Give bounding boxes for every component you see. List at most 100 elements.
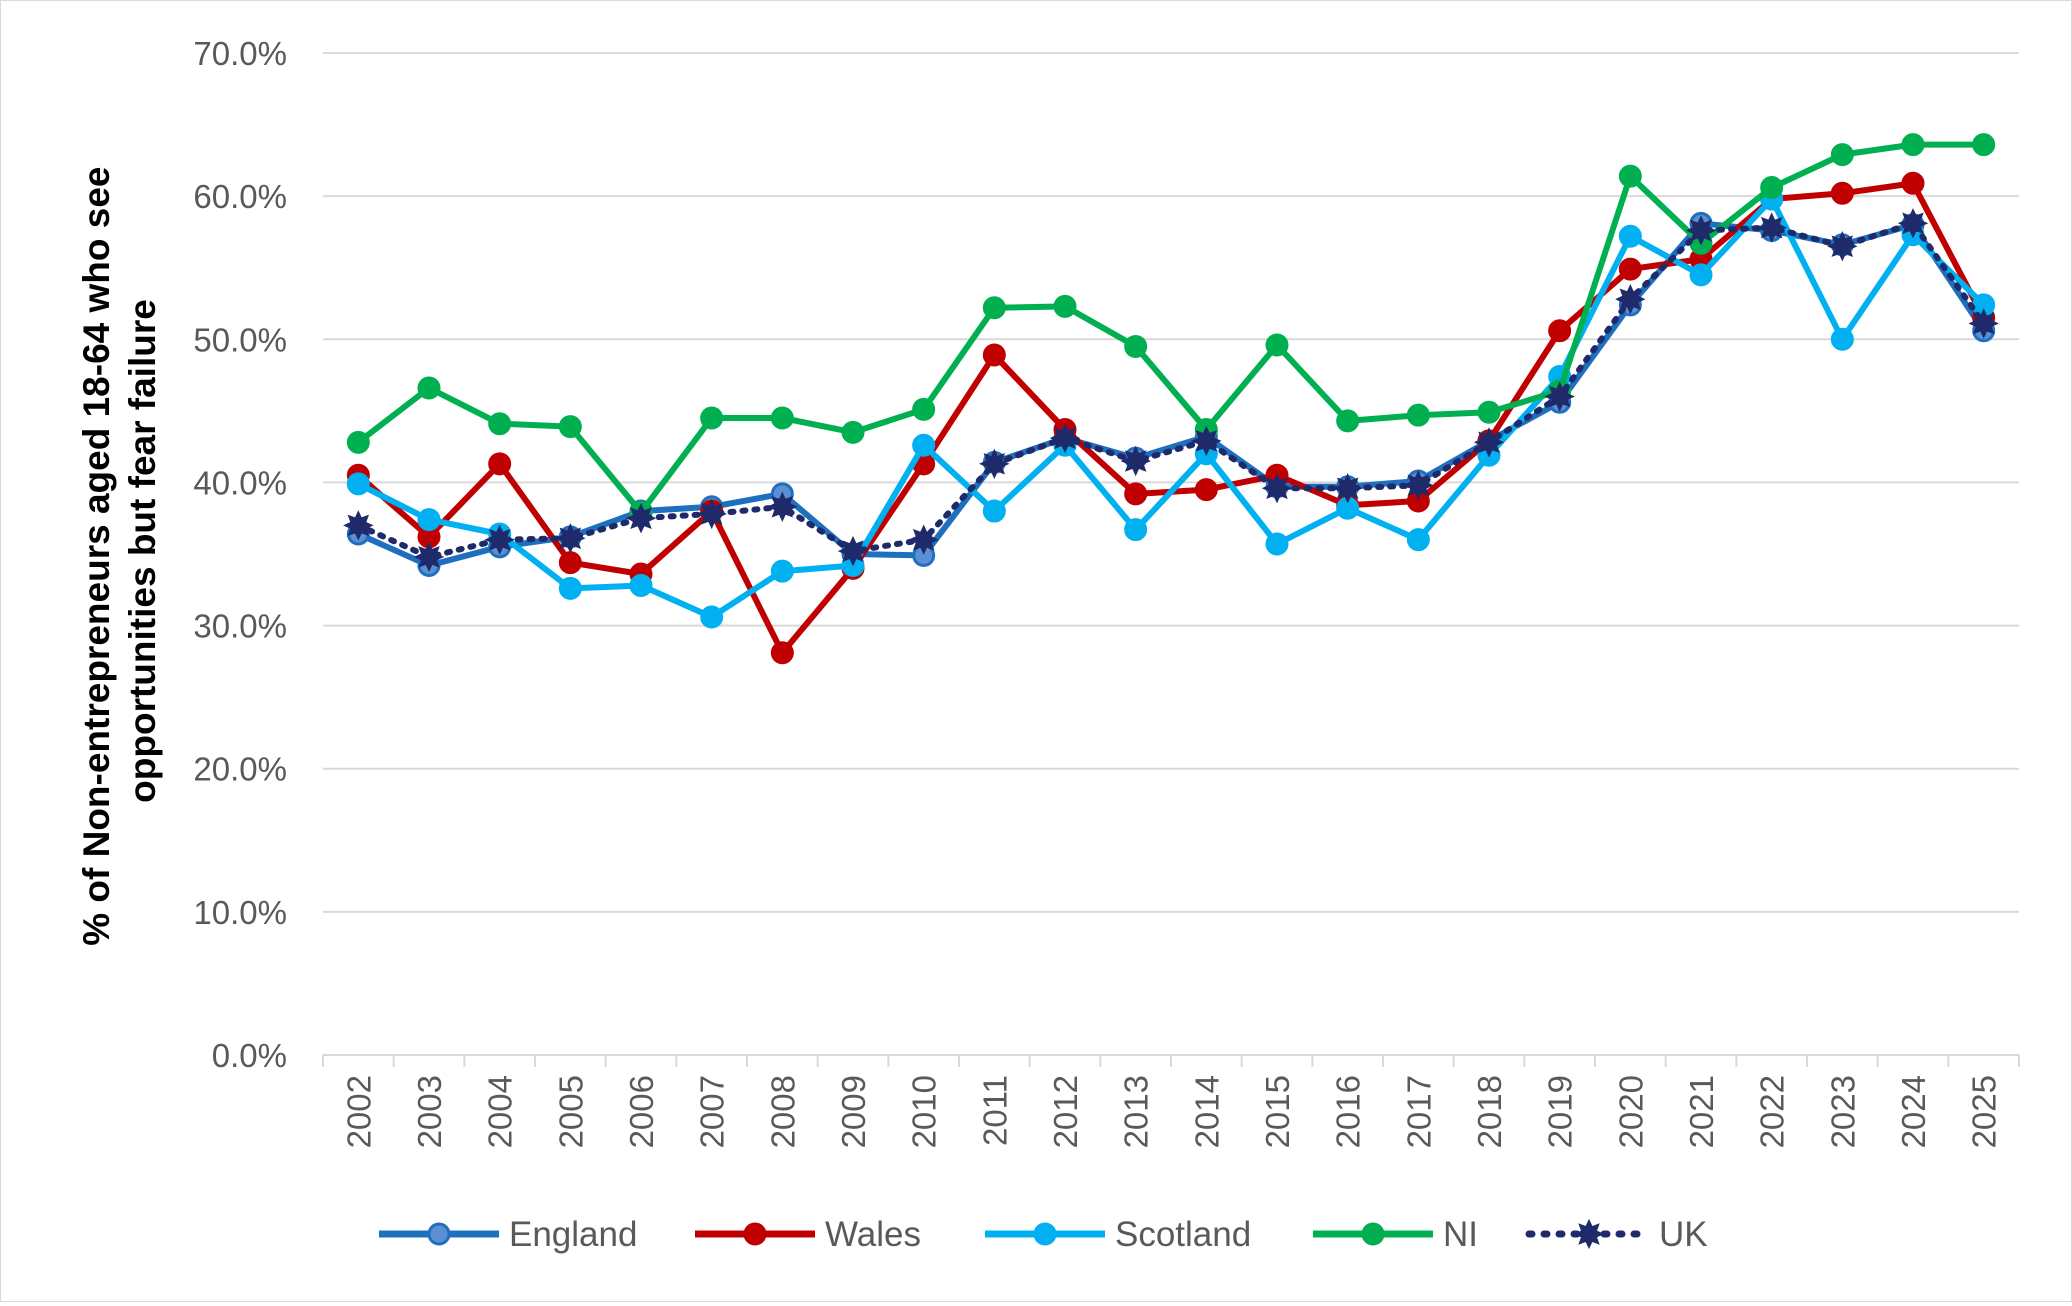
x-tick-label: 2009 (835, 1075, 872, 1148)
data-point-uk (1827, 230, 1858, 262)
y-tick-label: 10.0% (193, 894, 287, 931)
legend: England Wales Scotland NI UK (379, 1215, 1708, 1254)
x-tick-label: 2020 (1612, 1075, 1649, 1148)
data-point-scotland (982, 499, 1006, 523)
data-point-ni (488, 412, 512, 436)
x-tick-label: 2013 (1118, 1075, 1155, 1148)
gridlines (323, 52, 2019, 1056)
data-point-wales (1618, 257, 1642, 281)
series-lines (343, 133, 1999, 665)
data-point-wales (1194, 478, 1218, 502)
data-point-scotland (1265, 532, 1289, 556)
legend-label: Scotland (1115, 1215, 1251, 1254)
series-ni (346, 133, 1996, 524)
data-point-scotland (1124, 518, 1148, 542)
x-tick-label: 2008 (764, 1075, 801, 1148)
data-point-scotland (1830, 327, 1854, 351)
data-point-scotland (700, 605, 724, 629)
series-scotland (346, 187, 1996, 629)
data-point-uk (1544, 381, 1575, 412)
data-point-ni (417, 376, 441, 400)
data-point-scotland (629, 573, 653, 597)
data-point-wales (558, 551, 582, 575)
x-tick-label: 2007 (694, 1075, 731, 1148)
x-tick-label: 2011 (976, 1075, 1013, 1146)
data-point-uk (1120, 445, 1151, 477)
data-point-uk (413, 541, 445, 573)
data-point-wales (488, 452, 512, 476)
legend-label: NI (1443, 1215, 1478, 1254)
series-uk (343, 208, 1999, 573)
x-tick-label: 2003 (411, 1075, 448, 1148)
x-tick-label: 2025 (1966, 1075, 2003, 1148)
data-point-ni (1053, 294, 1077, 318)
series-line-scotland (356, 196, 1986, 620)
data-point-uk (1968, 308, 1999, 339)
data-point-ni (770, 406, 794, 430)
data-point-ni (1406, 403, 1430, 427)
x-tick-label: 2010 (906, 1075, 943, 1148)
x-tick-label: 2004 (482, 1075, 519, 1148)
data-point-scotland (346, 472, 370, 496)
data-point-uk (1332, 473, 1363, 504)
y-tick-label: 60.0% (193, 178, 287, 215)
data-point-ni (1830, 143, 1854, 167)
x-tick-label: 2005 (552, 1075, 589, 1148)
data-point-scotland (417, 508, 441, 532)
x-axis-ticks: 2002 2003 2004 2005 2006 2007 2008 2009 2010 2011… (322, 1054, 2020, 1148)
y-tick-label: 40.0% (193, 464, 287, 501)
data-point-ni (841, 420, 865, 444)
data-point-ni (1901, 133, 1925, 157)
data-point-ni (346, 430, 370, 454)
data-point-wales (1124, 482, 1148, 506)
series-line-ni (356, 141, 1984, 516)
series-line-wales (356, 180, 1987, 656)
data-point-wales (982, 343, 1006, 367)
x-tick-label: 2014 (1188, 1075, 1225, 1148)
x-tick-label: 2012 (1047, 1075, 1084, 1148)
y-axis-label: % of Non-entrepreneurs aged 18-64 who se… (76, 156, 163, 946)
data-point-uk (1756, 212, 1787, 243)
legend-label: UK (1659, 1215, 1708, 1254)
data-point-uk (1897, 208, 1929, 239)
data-point-scotland (1618, 224, 1642, 248)
data-point-uk (1049, 422, 1081, 454)
legend-marker (1033, 1222, 1057, 1246)
x-tick-label: 2017 (1400, 1075, 1437, 1148)
data-point-uk (1261, 473, 1293, 504)
data-point-uk (1615, 284, 1646, 315)
x-tick-label: 2021 (1683, 1075, 1720, 1148)
data-point-uk (1473, 427, 1505, 458)
x-tick-label: 2024 (1895, 1075, 1932, 1148)
data-point-uk (1403, 470, 1434, 501)
data-point-wales (770, 641, 794, 665)
data-point-uk (1685, 215, 1717, 246)
x-tick-label: 2002 (340, 1075, 377, 1148)
data-point-ni (1124, 334, 1148, 358)
data-point-uk (343, 510, 374, 541)
y-tick-label: 50.0% (193, 321, 287, 358)
legend-item-wales: Wales (695, 1215, 921, 1254)
x-tick-label: 2006 (623, 1075, 660, 1148)
x-tick-label: 2015 (1259, 1075, 1296, 1148)
data-point-uk (484, 524, 515, 555)
legend-marker (1573, 1218, 1605, 1250)
data-point-ni (982, 296, 1006, 320)
legend-marker (743, 1222, 767, 1246)
x-tick-label: 2023 (1824, 1075, 1861, 1148)
data-point-wales (1901, 171, 1925, 195)
legend-label: Wales (825, 1215, 921, 1254)
legend-marker (1361, 1222, 1385, 1246)
legend-item-scotland: Scotland (985, 1215, 1251, 1254)
x-tick-label: 2018 (1471, 1075, 1508, 1148)
y-tick-label: 20.0% (193, 751, 287, 788)
series-england (346, 211, 1996, 577)
data-point-ni (1477, 400, 1501, 424)
y-tick-label: 0.0% (212, 1037, 287, 1074)
y-tick-label: 70.0% (193, 35, 287, 72)
data-point-ni (700, 406, 724, 430)
x-tick-label: 2019 (1542, 1075, 1579, 1148)
data-point-wales (1548, 319, 1572, 343)
